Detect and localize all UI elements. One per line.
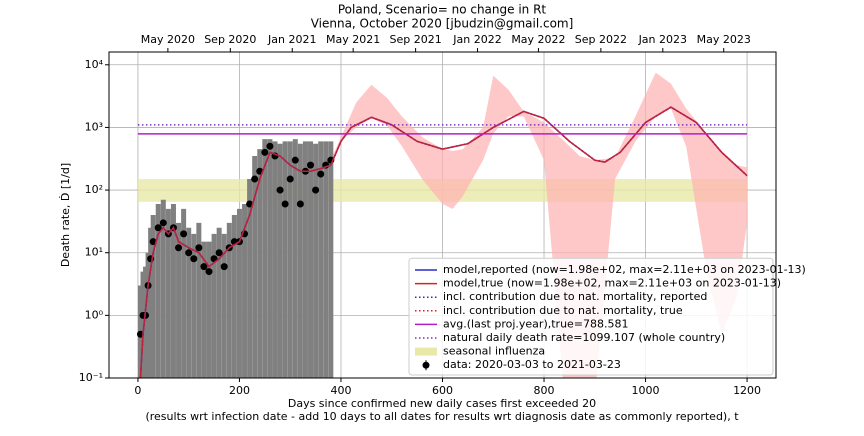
x2-tick-label: Sep 2022 <box>575 33 627 46</box>
legend-label: natural daily death rate=1099.107 (whole… <box>443 331 725 344</box>
data-point <box>286 175 294 183</box>
plot-area <box>109 52 776 378</box>
x2-tick-label: Jan 2022 <box>452 33 501 46</box>
plot-frame <box>108 51 777 379</box>
x2-tick-label: Sep 2021 <box>389 33 441 46</box>
x2-tick-label: May 2023 <box>697 33 751 46</box>
data-point <box>276 186 284 194</box>
x-tick-label: 200 <box>229 384 250 397</box>
data-point <box>180 230 188 238</box>
x2-tick-label: May 2022 <box>511 33 565 46</box>
data-point <box>154 224 162 232</box>
uncertainty-band <box>330 72 748 378</box>
data-point <box>159 219 167 227</box>
y-tick-label: 10³ <box>85 120 103 133</box>
data-point <box>205 268 213 276</box>
x-tick-label: 400 <box>330 384 351 397</box>
data-point <box>175 244 183 252</box>
data-point <box>291 156 299 164</box>
legend-label: data: 2020-03-03 to 2021-03-23 <box>443 358 621 371</box>
x-tick-label: 800 <box>534 384 555 397</box>
data-point <box>261 148 269 156</box>
x2-tick-label: Jan 2021 <box>267 33 316 46</box>
y-tick-label: 10⁻¹ <box>79 371 103 384</box>
data-point <box>312 186 320 194</box>
data-point <box>215 249 223 257</box>
data-point <box>251 175 259 183</box>
x2-tick-label: Jan 2023 <box>638 33 687 46</box>
y-tick-label: 10⁴ <box>85 58 104 71</box>
legend-label: model,reported (now=1.98e+02, max=2.11e+… <box>443 263 806 276</box>
legend-box <box>408 257 774 376</box>
data-point <box>190 255 198 263</box>
data-point <box>307 161 315 169</box>
y-tick-label: 10¹ <box>85 246 103 259</box>
chart-subtitle: Vienna, October 2020 [jbudzin@gmail.com] <box>311 17 574 31</box>
legend-label: avg.(last proj.year),true=788.581 <box>443 317 629 330</box>
x-tick-label: 1200 <box>733 384 761 397</box>
data-point <box>195 244 203 252</box>
y-axis-label: Death rate, Ḋ [1/d] <box>59 163 72 267</box>
x-axis-label: Days since confirmed new daily cases fir… <box>288 397 596 410</box>
data-point <box>266 142 274 150</box>
axes: 0 200 400 600 800 1000 1200 10⁻¹ 10⁰ 10¹ 10² 10³ 10⁴… <box>79 33 806 397</box>
data-point <box>185 249 193 257</box>
x-tick-label: 0 <box>134 384 141 397</box>
legend-label: model,true (now=1.98e+02, max=2.11e+03 o… <box>443 277 781 290</box>
data-point <box>200 263 208 271</box>
data-point <box>246 200 254 208</box>
legend-swatch <box>415 347 437 356</box>
y-tick-label: 10⁰ <box>85 308 104 321</box>
legend-swatch <box>422 361 430 369</box>
y-tick-label: 10² <box>85 183 103 196</box>
x-axis-label-2: (results wrt infection date - add 10 day… <box>145 410 739 423</box>
legend-label: incl. contribution due to nat. mortality… <box>443 290 707 303</box>
chart-title: Poland, Scenario= no change in Rt <box>338 3 547 17</box>
model-line <box>139 106 748 378</box>
data-point <box>317 170 325 178</box>
legend-label: incl. contribution due to nat. mortality… <box>443 304 683 317</box>
data-point <box>220 263 228 271</box>
data-point <box>281 200 289 208</box>
x-tick-label: 1000 <box>632 384 660 397</box>
x-tick-label: 600 <box>432 384 453 397</box>
x2-tick-label: May 2021 <box>326 33 380 46</box>
data-point <box>296 200 304 208</box>
x2-tick-label: May 2020 <box>141 33 195 46</box>
legend-label: seasonal influenza <box>443 345 545 358</box>
x2-tick-label: Sep 2020 <box>204 33 256 46</box>
